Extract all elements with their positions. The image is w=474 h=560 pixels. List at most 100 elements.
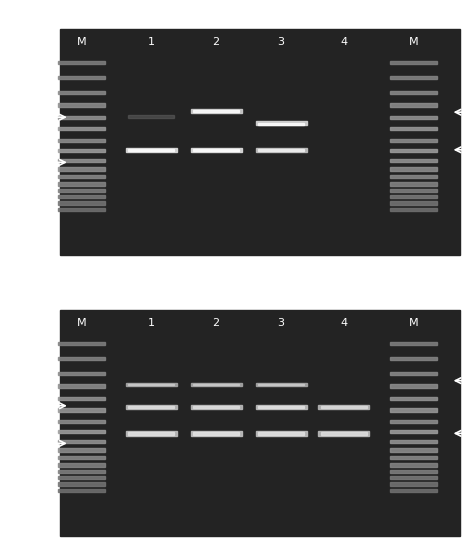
- Bar: [390, 384, 437, 388]
- Text: 1: 1: [147, 37, 155, 47]
- Bar: [58, 440, 105, 443]
- Bar: [191, 431, 242, 436]
- Bar: [390, 76, 437, 79]
- Bar: [390, 470, 437, 473]
- Bar: [390, 357, 437, 360]
- Text: 2: 2: [212, 37, 219, 47]
- Bar: [390, 397, 437, 400]
- Bar: [258, 406, 304, 408]
- Bar: [128, 384, 174, 385]
- Bar: [58, 476, 105, 479]
- Bar: [390, 464, 437, 466]
- Bar: [58, 464, 105, 466]
- Bar: [58, 397, 105, 400]
- Text: M: M: [77, 37, 86, 47]
- Bar: [128, 115, 174, 118]
- Bar: [58, 482, 105, 486]
- Bar: [128, 149, 174, 151]
- Bar: [58, 116, 105, 119]
- Bar: [193, 110, 239, 112]
- Bar: [390, 342, 437, 345]
- Bar: [58, 357, 105, 360]
- Bar: [258, 123, 304, 125]
- Bar: [126, 405, 177, 409]
- Text: M: M: [409, 37, 419, 47]
- Text: 3: 3: [278, 37, 284, 47]
- Bar: [390, 104, 437, 106]
- Bar: [58, 189, 105, 192]
- Bar: [191, 109, 242, 113]
- Bar: [390, 175, 437, 178]
- Bar: [255, 122, 307, 125]
- Bar: [58, 175, 105, 178]
- Text: 2: 2: [212, 318, 219, 328]
- Text: 4: 4: [340, 37, 347, 47]
- Text: 241 bp: 241 bp: [0, 113, 9, 122]
- Bar: [390, 488, 437, 492]
- Bar: [255, 148, 307, 152]
- Bar: [58, 127, 105, 130]
- Bar: [58, 408, 105, 412]
- Bar: [390, 430, 437, 433]
- Bar: [390, 60, 437, 64]
- Bar: [61, 310, 460, 536]
- Bar: [258, 149, 304, 151]
- Bar: [390, 408, 437, 412]
- Bar: [58, 104, 105, 106]
- Bar: [258, 432, 304, 435]
- Bar: [58, 449, 105, 452]
- Text: 500 bp: 500 bp: [0, 158, 9, 167]
- Bar: [126, 147, 177, 152]
- Bar: [61, 29, 460, 255]
- Bar: [390, 482, 437, 486]
- Bar: [193, 149, 239, 151]
- Bar: [390, 127, 437, 130]
- Bar: [255, 431, 307, 436]
- Bar: [58, 384, 105, 388]
- Bar: [258, 384, 304, 385]
- Bar: [128, 432, 174, 435]
- Bar: [191, 383, 242, 386]
- Bar: [58, 430, 105, 433]
- Bar: [390, 138, 437, 142]
- Bar: [58, 60, 105, 64]
- Text: 1: 1: [147, 318, 155, 328]
- Bar: [390, 183, 437, 186]
- Bar: [58, 138, 105, 142]
- Bar: [318, 431, 369, 436]
- Bar: [255, 383, 307, 386]
- Bar: [318, 405, 369, 409]
- Bar: [58, 195, 105, 198]
- Bar: [58, 419, 105, 423]
- Bar: [58, 470, 105, 473]
- Text: M: M: [409, 318, 419, 328]
- Bar: [390, 91, 437, 94]
- Bar: [390, 167, 437, 171]
- Bar: [58, 342, 105, 345]
- Bar: [390, 189, 437, 192]
- Bar: [191, 405, 242, 409]
- Bar: [126, 383, 177, 386]
- Bar: [58, 91, 105, 94]
- Text: 500 bp: 500 bp: [0, 439, 9, 448]
- Text: 3: 3: [278, 318, 284, 328]
- Bar: [390, 116, 437, 119]
- Bar: [126, 431, 177, 436]
- Bar: [58, 158, 105, 162]
- Bar: [390, 372, 437, 375]
- Bar: [390, 148, 437, 152]
- Bar: [58, 201, 105, 204]
- Bar: [193, 406, 239, 408]
- Bar: [193, 384, 239, 385]
- Bar: [58, 167, 105, 171]
- Bar: [390, 440, 437, 443]
- Bar: [58, 76, 105, 79]
- Bar: [390, 208, 437, 211]
- Bar: [193, 432, 239, 435]
- Bar: [58, 183, 105, 186]
- Bar: [390, 201, 437, 204]
- Bar: [390, 476, 437, 479]
- Text: M: M: [77, 318, 86, 328]
- Bar: [390, 456, 437, 459]
- Bar: [390, 449, 437, 452]
